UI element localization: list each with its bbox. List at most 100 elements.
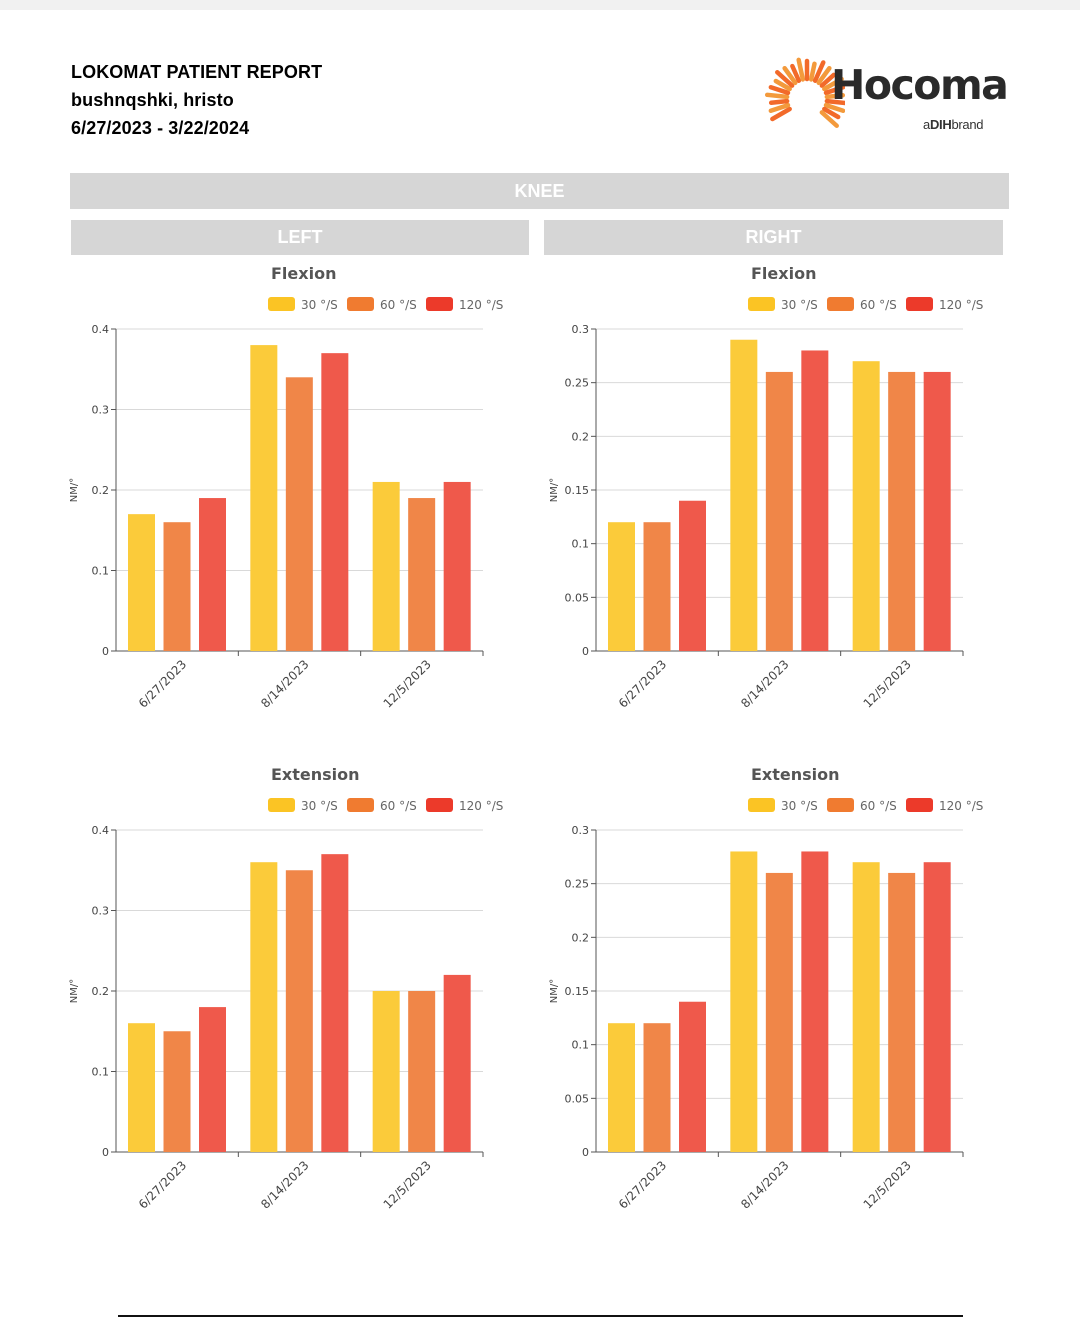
chart-svg: Flexion 30 °/S 60 °/S 120 °/S 0 0.05 0.1 0.15 0.… xyxy=(549,264,983,711)
left-flexion-chart: Flexion 30 °/S 60 °/S 120 °/S 0 0.1 0.2 0.3 0.4 N… xyxy=(50,258,550,718)
y-tick-label: 0.2 xyxy=(92,985,110,998)
x-tick-label: 12/5/2023 xyxy=(381,657,434,710)
bar xyxy=(852,361,880,651)
footer-rule xyxy=(118,1315,963,1317)
legend-swatch xyxy=(268,297,295,311)
y-tick-label: 0.4 xyxy=(92,824,110,837)
bar xyxy=(250,345,278,651)
bar xyxy=(643,1023,671,1152)
legend-label: 60 °/S xyxy=(380,799,417,813)
legend-label: 30 °/S xyxy=(301,799,338,813)
bar xyxy=(372,481,400,651)
right-flexion-chart: Flexion 30 °/S 60 °/S 120 °/S 0 0.05 0.1 0.15 0.… xyxy=(530,258,1030,718)
x-tick-label: 6/27/2023 xyxy=(136,657,189,710)
bar xyxy=(801,851,829,1152)
y-tick-label: 0.15 xyxy=(565,484,590,497)
bar xyxy=(199,1007,226,1152)
chart-title: Extension xyxy=(751,765,840,784)
legend-label: 30 °/S xyxy=(301,298,338,312)
x-tick-label: 8/14/2023 xyxy=(258,1158,311,1211)
x-tick-label: 8/14/2023 xyxy=(738,657,791,710)
legend-label: 120 °/S xyxy=(459,298,503,312)
legend-swatch xyxy=(426,297,453,311)
bar xyxy=(801,350,829,651)
bar xyxy=(285,870,313,1152)
bar xyxy=(128,514,155,651)
y-tick-label: 0.25 xyxy=(565,878,590,891)
bar xyxy=(765,872,793,1152)
y-axis-label: NM/° xyxy=(69,979,80,1003)
bar xyxy=(128,1023,155,1152)
y-tick-label: 0.4 xyxy=(92,323,110,336)
legend-label: 120 °/S xyxy=(939,799,983,813)
legend-label: 60 °/S xyxy=(860,799,897,813)
legend-label: 30 °/S xyxy=(781,799,818,813)
y-tick-label: 0.2 xyxy=(92,484,110,497)
bar xyxy=(730,851,758,1152)
chart-svg: Extension 30 °/S 60 °/S 120 °/S 0 0.05 0.1 0.15… xyxy=(549,765,983,1212)
chart-title: Flexion xyxy=(751,264,816,283)
bar xyxy=(923,371,951,651)
bar xyxy=(372,991,400,1152)
x-tick-label: 12/5/2023 xyxy=(861,657,914,710)
bar xyxy=(321,353,349,651)
sunburst-icon xyxy=(764,57,845,129)
bar xyxy=(608,522,635,651)
x-tick-label: 8/14/2023 xyxy=(738,1158,791,1211)
report-header: LOKOMAT PATIENT REPORT bushnqshki, hrist… xyxy=(71,58,322,142)
y-tick-label: 0 xyxy=(102,1146,109,1159)
y-tick-label: 0 xyxy=(582,645,589,658)
bar xyxy=(679,1001,706,1152)
y-axis-label: NM/° xyxy=(549,979,560,1003)
bar xyxy=(679,500,706,651)
legend-label: 30 °/S xyxy=(781,298,818,312)
right-column-title: RIGHT xyxy=(544,220,1003,255)
legend-swatch xyxy=(827,297,854,311)
bar xyxy=(408,991,436,1152)
right-extension-chart: Extension 30 °/S 60 °/S 120 °/S 0 0.05 0.1 0.15… xyxy=(530,759,1030,1219)
bar xyxy=(163,1031,191,1152)
logo-wordmark: Hocoma xyxy=(831,61,1009,109)
bar xyxy=(285,377,313,651)
bar xyxy=(199,498,226,651)
chart-title: Extension xyxy=(271,765,360,784)
bar xyxy=(608,1023,635,1152)
report-title: LOKOMAT PATIENT REPORT xyxy=(71,62,323,82)
legend-label: 60 °/S xyxy=(860,298,897,312)
x-tick-label: 8/14/2023 xyxy=(258,657,311,710)
left-column-title: LEFT xyxy=(71,220,529,255)
legend-swatch xyxy=(347,798,374,812)
y-tick-label: 0.1 xyxy=(572,1039,590,1052)
y-tick-label: 0.3 xyxy=(92,404,110,417)
patient-name: bushnqshki, hristo xyxy=(71,90,234,110)
left-extension-chart: Extension 30 °/S 60 °/S 120 °/S 0 0.1 0.2 0.3 0.… xyxy=(50,759,550,1219)
bar xyxy=(888,371,916,651)
bar xyxy=(408,498,436,651)
legend-swatch xyxy=(827,798,854,812)
date-range: 6/27/2023 - 3/22/2024 xyxy=(71,118,250,138)
logo-tagline: aDIHbrand xyxy=(923,117,984,132)
legend-swatch xyxy=(426,798,453,812)
y-tick-label: 0 xyxy=(582,1146,589,1159)
chart-svg: Flexion 30 °/S 60 °/S 120 °/S 0 0.1 0.2 0.3 0.4 N… xyxy=(69,264,503,711)
bar xyxy=(888,872,916,1152)
legend-label: 60 °/S xyxy=(380,298,417,312)
y-tick-label: 0.1 xyxy=(92,565,110,578)
y-tick-label: 0.15 xyxy=(565,985,590,998)
x-tick-label: 6/27/2023 xyxy=(616,657,669,710)
y-tick-label: 0.05 xyxy=(565,591,590,604)
y-tick-label: 0.2 xyxy=(572,931,590,944)
x-tick-label: 6/27/2023 xyxy=(136,1158,189,1211)
hocoma-logo: Hocoma aDIHbrand xyxy=(755,55,1009,143)
y-tick-label: 0.2 xyxy=(572,430,590,443)
x-tick-label: 12/5/2023 xyxy=(861,1158,914,1211)
x-tick-label: 12/5/2023 xyxy=(381,1158,434,1211)
section-title: KNEE xyxy=(70,173,1009,209)
y-tick-label: 0.3 xyxy=(92,905,110,918)
bar xyxy=(443,974,471,1152)
bar xyxy=(321,854,349,1152)
legend-label: 120 °/S xyxy=(459,799,503,813)
y-tick-label: 0.3 xyxy=(572,824,590,837)
legend-swatch xyxy=(748,798,775,812)
y-tick-label: 0.3 xyxy=(572,323,590,336)
